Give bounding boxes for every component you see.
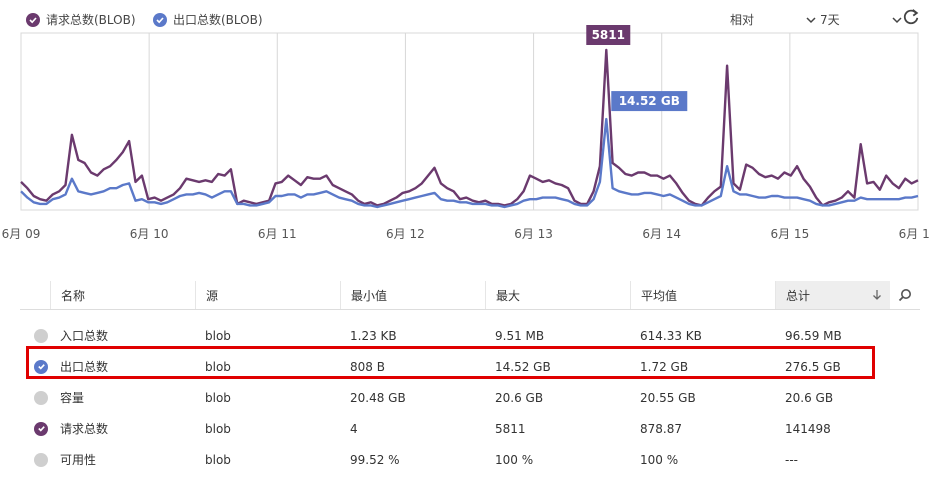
x-tick-label: 6月 09 — [2, 227, 41, 241]
row-max: 20.6 GB — [495, 390, 544, 405]
table-row[interactable]: 可用性 blob 99.52 % 100 % 100 % --- — [20, 444, 920, 475]
row-total: 96.59 MB — [785, 328, 842, 343]
row-checkbox[interactable] — [20, 328, 50, 343]
header-name[interactable]: 名称 — [50, 281, 195, 309]
chevron-down-icon — [806, 16, 816, 23]
row-min: 808 B — [350, 359, 385, 374]
peak-tooltip — [586, 25, 631, 45]
scale-select-value: 相对 — [730, 13, 755, 27]
row-name: 容量 — [60, 391, 85, 405]
refresh-icon[interactable] — [902, 8, 920, 26]
range-select[interactable]: 7天 — [820, 11, 902, 28]
header-total-label: 总计 — [786, 288, 811, 303]
x-tick-label: 6月 14 — [642, 227, 681, 241]
legend-label-egress: 出口总数(BLOB) — [173, 13, 263, 27]
search-icon[interactable] — [898, 288, 912, 302]
row-max: 14.52 GB — [495, 359, 551, 374]
row-source: blob — [205, 390, 231, 405]
row-min: 20.48 GB — [350, 390, 406, 405]
x-tick-label: 6月 10 — [130, 227, 169, 241]
row-max: 5811 — [495, 421, 526, 436]
metrics-table: 名称 源 最小值 最大 平均值 总计 入口总数 blob 1.23 KB 9.5… — [20, 281, 920, 475]
row-checkbox[interactable] — [20, 421, 50, 436]
table-row[interactable]: 入口总数 blob 1.23 KB 9.51 MB 614.33 KB 96.5… — [20, 320, 920, 351]
legend-item-egress[interactable]: 出口总数(BLOB) — [153, 11, 263, 28]
unchecked-circle-icon — [34, 328, 48, 343]
row-avg: 878.87 — [640, 421, 682, 436]
check-icon — [153, 12, 167, 27]
plot-frame — [20, 32, 919, 211]
row-min: 1.23 KB — [350, 328, 397, 343]
peak-tooltip — [611, 91, 688, 112]
x-tick-label: 6月 16 — [899, 227, 930, 241]
x-tick-label: 6月 15 — [770, 227, 809, 241]
sort-down-icon — [873, 290, 881, 300]
header-min[interactable]: 最小值 — [340, 281, 485, 309]
check-icon — [34, 359, 48, 374]
row-name: 出口总数 — [60, 360, 109, 374]
header-avg[interactable]: 平均值 — [630, 281, 775, 309]
row-avg: 614.33 KB — [640, 328, 702, 343]
x-tick-label: 6月 13 — [514, 227, 553, 241]
unchecked-circle-icon — [34, 390, 48, 405]
peak-tooltip-label: 5811 — [592, 28, 625, 42]
row-name: 入口总数 — [60, 329, 109, 343]
row-avg: 100 % — [640, 452, 679, 467]
row-name: 可用性 — [60, 453, 97, 467]
row-source: blob — [205, 421, 231, 436]
x-tick-label: 6月 11 — [258, 227, 297, 241]
table-row[interactable]: 请求总数 blob 4 5811 878.87 141498 — [20, 413, 920, 444]
row-total: 276.5 GB — [785, 359, 841, 374]
row-min: 4 — [350, 421, 358, 436]
x-tick-label: 6月 12 — [386, 227, 425, 241]
row-max: 100 % — [495, 452, 534, 467]
check-icon — [34, 421, 48, 436]
row-checkbox[interactable] — [20, 390, 50, 405]
legend-item-requests[interactable]: 请求总数(BLOB) — [26, 11, 136, 28]
series-line-requests — [20, 48, 919, 207]
row-avg: 1.72 GB — [640, 359, 689, 374]
row-total: 20.6 GB — [785, 390, 834, 405]
header-total[interactable]: 总计 — [775, 281, 890, 309]
table-row[interactable]: 出口总数 blob 808 B 14.52 GB 1.72 GB 276.5 G… — [20, 351, 920, 382]
header-max[interactable]: 最大 — [485, 281, 630, 309]
row-avg: 20.55 GB — [640, 390, 696, 405]
series-line-egress — [20, 117, 919, 209]
row-checkbox[interactable] — [20, 452, 50, 467]
table-header: 名称 源 最小值 最大 平均值 总计 — [20, 281, 920, 310]
table-row[interactable]: 容量 blob 20.48 GB 20.6 GB 20.55 GB 20.6 G… — [20, 382, 920, 413]
metrics-chart: 6月 09 6月 10 6月 11 6月 12 6月 13 6月 14 6月 15 6月 16… — [2, 25, 930, 241]
row-source: blob — [205, 328, 231, 343]
row-total: --- — [785, 452, 798, 467]
row-min: 99.52 % — [350, 452, 400, 467]
range-select-value: 7天 — [820, 13, 840, 27]
header-spacer — [20, 281, 50, 309]
legend-label-requests: 请求总数(BLOB) — [46, 13, 136, 27]
check-icon — [26, 12, 40, 27]
row-total: 141498 — [785, 421, 831, 436]
row-max: 9.51 MB — [495, 328, 545, 343]
chevron-down-icon — [892, 16, 902, 23]
unchecked-circle-icon — [34, 452, 48, 467]
row-source: blob — [205, 359, 231, 374]
peak-tooltip-label: 14.52 GB — [619, 94, 680, 108]
scale-select[interactable]: 相对 — [730, 11, 816, 28]
row-name: 请求总数 — [60, 422, 109, 436]
header-source[interactable]: 源 — [195, 281, 340, 309]
row-checkbox[interactable] — [20, 359, 50, 374]
row-source: blob — [205, 452, 231, 467]
